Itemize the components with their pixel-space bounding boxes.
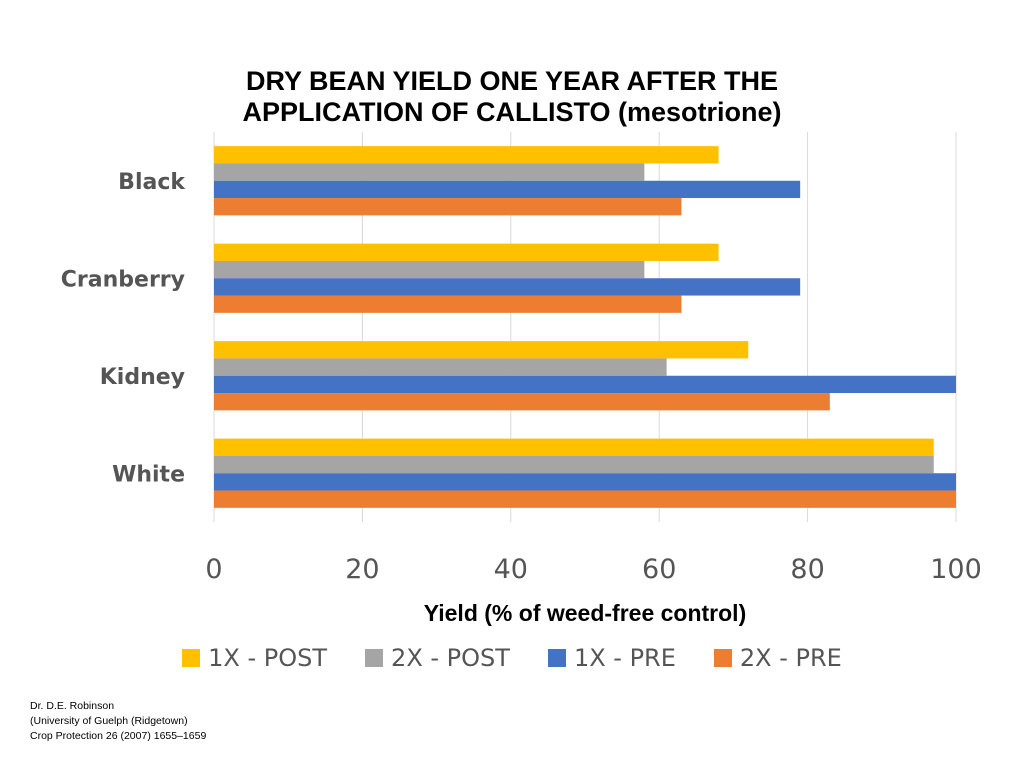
bar-kidney-1x-pre [214, 375, 956, 394]
legend-item-1x-pre: 1X - PRE [547, 644, 676, 672]
bar-black-2x-post [214, 163, 645, 181]
x-tick-label-40: 40 [494, 554, 528, 585]
category-label-black: Black [118, 170, 186, 195]
x-tick-label-0: 0 [205, 554, 222, 585]
bar-kidney-2x-post [214, 358, 667, 376]
credit-affiliation: (University of Guelph (Ridgetown) [30, 715, 188, 727]
bar-black-1x-post [214, 146, 719, 164]
category-label-white: White [112, 462, 185, 487]
legend-label-1x-pre: 1X - PRE [573, 644, 676, 672]
legend-swatch-1x-post [182, 649, 201, 667]
category-label-cranberry: Cranberry [61, 267, 185, 292]
legend-swatch-2x-post [365, 649, 384, 667]
legend-item-2x-pre: 2X - PRE [713, 644, 842, 672]
bar-cranberry-1x-post [214, 243, 719, 261]
chart-title-line-1: DRY BEAN YIELD ONE YEAR AFTER THE [245, 66, 779, 96]
bar-cranberry-1x-pre [214, 278, 801, 296]
legend-swatch-2x-pre [713, 649, 732, 667]
legend-label-2x-post: 2X - POST [391, 644, 510, 672]
source-credit: Dr. D.E. Robinson (University of Guelph … [30, 699, 206, 744]
chart-legend: 1X - POST 2X - POST 1X - PRE 2X - PRE [0, 641, 1024, 675]
bar-chart: Black Cranberry Kidney White 0 20 40 60 80 100 Yie… [61, 132, 982, 626]
legend-label-1x-post: 1X - POST [208, 644, 328, 672]
chart-title-line-2: APPLICATION OF CALLISTO (mesotrione) [242, 97, 782, 127]
x-tick-label-20: 20 [345, 554, 379, 585]
bar-black-2x-pre [214, 198, 682, 216]
credit-author: Dr. D.E. Robinson [30, 700, 115, 712]
x-tick-label-100: 100 [930, 554, 982, 585]
category-label-kidney: Kidney [100, 365, 185, 390]
legend-swatch-1x-pre [547, 649, 566, 667]
x-tick-label-60: 60 [642, 554, 676, 585]
bar-cranberry-2x-pre [214, 295, 682, 313]
legend-item-1x-post: 1X - POST [182, 644, 327, 672]
bar-cranberry-2x-post [214, 260, 645, 279]
legend-label-2x-pre: 2X - PRE [739, 644, 842, 672]
bar-kidney-1x-post [214, 341, 749, 359]
credit-citation: Crop Protection 26 (2007) 1655–1659 [30, 730, 207, 742]
bar-white-1x-pre [214, 473, 956, 491]
x-tick-label-80: 80 [790, 554, 824, 585]
bar-kidney-2x-pre [214, 393, 830, 411]
bar-white-1x-post [214, 438, 934, 456]
chart-title: DRY BEAN YIELD ONE YEAR AFTER THE APPLIC… [0, 66, 1024, 128]
bar-white-2x-pre [214, 490, 956, 508]
bar-black-1x-pre [214, 180, 801, 199]
x-axis-title: Yield (% of weed-free control) [424, 600, 746, 626]
bar-white-2x-post [214, 455, 934, 474]
legend-item-2x-post: 2X - POST [365, 644, 510, 672]
